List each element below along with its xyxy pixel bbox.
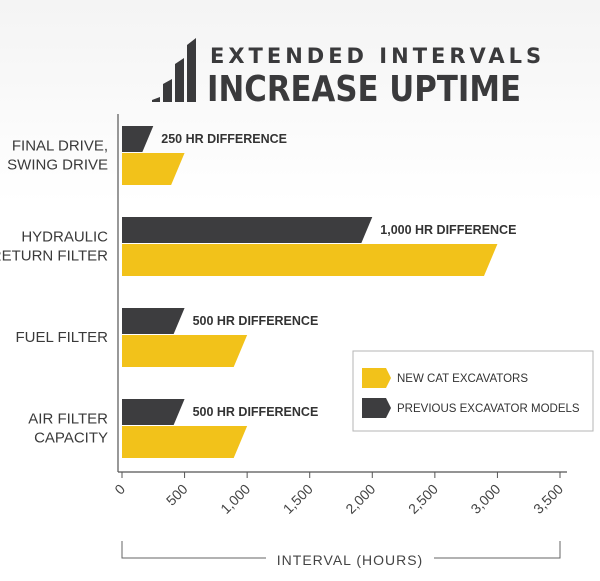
difference-label: 1,000 HR DIFFERENCE [380, 223, 516, 237]
x-tick-label: 1,000 [217, 481, 253, 517]
category-label: AIR FILTER [28, 411, 108, 428]
category-label: RETURN FILTER [0, 248, 108, 265]
difference-label: 500 HR DIFFERENCE [193, 314, 319, 328]
x-tick-label: 1,500 [280, 481, 316, 517]
legend-box [352, 350, 594, 432]
chart-title-line2: INCREASE UPTIME [207, 69, 521, 110]
legend: NEW CAT EXCAVATORS PREVIOUS EXCAVATOR MO… [352, 350, 594, 432]
x-axis-bracket [121, 541, 561, 559]
category-label: CAPACITY [34, 430, 108, 447]
x-tick-label: 500 [163, 481, 191, 509]
bar-previous [122, 217, 373, 243]
bar-previous [122, 399, 185, 425]
legend-swatch-new [362, 368, 391, 388]
difference-label: 250 HR DIFFERENCE [161, 132, 287, 146]
category-label: FUEL FILTER [15, 329, 108, 346]
bar-new [122, 244, 498, 276]
legend-label-previous: PREVIOUS EXCAVATOR MODELS [397, 403, 580, 415]
x-tick-label: 3,500 [530, 481, 566, 517]
category-label: HYDRAULIC [21, 229, 108, 246]
x-tick-label: 3,000 [467, 481, 503, 517]
category-labels: FINAL DRIVE, SWING DRIVE HYDRAULIC RETURN F… [0, 138, 108, 447]
category-label: FINAL DRIVE, [12, 138, 108, 155]
x-tick-label: 2,500 [405, 481, 441, 517]
chart-title-line1: EXTENDED INTERVALS [210, 44, 545, 68]
legend-label-new: NEW CAT EXCAVATORS [397, 373, 528, 385]
x-tick-label: 2,000 [342, 481, 378, 517]
x-axis-title: INTERVAL (HOURS) [277, 552, 423, 568]
bars-layer [122, 126, 498, 458]
bar-chart-icon [152, 38, 196, 102]
x-tick-label: 0 [111, 481, 128, 498]
bar-previous [122, 308, 185, 334]
bar-new [122, 335, 248, 367]
difference-labels: 250 HR DIFFERENCE 1,000 HR DIFFERENCE 500 … [161, 132, 516, 419]
bar-new [122, 153, 185, 185]
category-label: SWING DRIVE [7, 157, 108, 174]
difference-label: 500 HR DIFFERENCE [193, 405, 319, 419]
bar-new [122, 426, 248, 458]
legend-swatch-previous [362, 398, 391, 418]
x-tick-labels: 0 500 1,000 1,500 2,000 2,500 3,000 3,500 [111, 472, 566, 517]
bar-previous [122, 126, 154, 152]
